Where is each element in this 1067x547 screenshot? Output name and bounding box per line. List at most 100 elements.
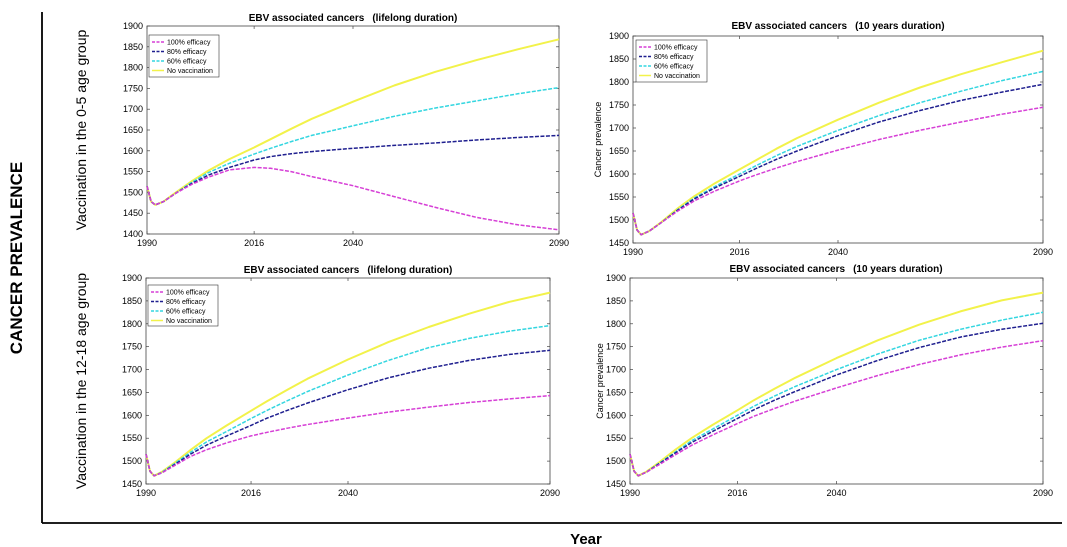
chart-panel-4: EBV associated cancers (10 years duration… [595,264,1053,498]
chart-title-main: EBV associated cancers [249,13,365,24]
chart-title: EBV associated cancers (10 years duration… [731,21,944,32]
y-tick-label: 1850 [122,296,142,306]
series-line-80-efficacy [632,83,1044,236]
plot-area-frame [629,277,1044,485]
x-tick-label: 2016 [244,238,264,248]
legend: 100% efficacy 80% efficacy 60% efficacy No … [147,284,219,327]
chart-title-detail: (lifelong duration) [372,13,457,24]
y-tick-label: 1650 [609,146,629,156]
y-tick-label: 1550 [123,167,143,177]
y-axis-label: Cancer prevalence [595,343,605,419]
series-line-60-efficacy [629,311,1044,477]
y-tick-label: 1850 [606,296,626,306]
y-tick-label: 1900 [123,21,143,31]
series-line-60-efficacy [146,86,560,206]
y-tick-label: 1800 [609,77,629,87]
x-tick-label: 2040 [343,238,363,248]
legend-label: 80% efficacy [654,54,694,61]
legend: 100% efficacy 80% efficacy 60% efficacy No … [148,34,220,78]
legend-label: No vaccination [167,68,213,75]
y-tick-label: 1500 [609,215,629,225]
y-tick-label: 1650 [606,387,626,397]
y-tick-label: 1700 [122,365,142,375]
series-line-80-efficacy [145,349,551,477]
chart-title-main: EBV associated cancers [731,21,847,32]
y-tick-label: 1700 [609,123,629,133]
y-tick-label: 1900 [606,273,626,283]
y-axis-label: Vaccination in the 12-18 age group [73,273,89,489]
legend-label: 100% efficacy [167,40,211,47]
y-tick-label: 1850 [123,42,143,52]
x-tick-label: 1990 [623,247,643,257]
chart-panels: EBV associated cancers (lifelong duration… [73,13,1053,498]
y-tick-label: 1750 [609,100,629,110]
legend-label: 80% efficacy [167,49,207,56]
y-tick-label: 1800 [606,319,626,329]
legend-label: 60% efficacy [654,64,694,71]
y-tick-label: 1450 [123,208,143,218]
chart-panel-3: EBV associated cancers (lifelong duration… [73,265,560,498]
y-tick-label: 1450 [606,479,626,489]
y-tick-label: 1550 [606,433,626,443]
y-tick-label: 1700 [606,365,626,375]
y-tick-label: 1500 [606,456,626,466]
y-tick-label: 1450 [609,238,629,248]
y-tick-label: 1700 [123,104,143,114]
legend-label: 100% efficacy [654,45,698,52]
y-tick-label: 1600 [123,146,143,156]
chart-title: EBV associated cancers (lifelong duration… [249,13,458,24]
x-tick-label: 2040 [828,247,848,257]
legend-box [147,284,219,327]
outer-x-label: Year [570,531,602,547]
y-tick-label: 1650 [123,125,143,135]
x-tick-label: 2016 [727,488,747,498]
series-line-no-vaccination [629,291,1044,477]
x-tick-label: 2016 [730,247,750,257]
y-tick-label: 1850 [609,54,629,64]
y-tick-label: 1750 [606,342,626,352]
y-tick-label: 1600 [122,410,142,420]
y-tick-label: 1650 [122,387,142,397]
chart-panel-1: EBV associated cancers (lifelong duration… [73,13,569,248]
chart-title: EBV associated cancers (10 years duration… [729,264,942,275]
legend-label: 100% efficacy [166,290,210,297]
series-line-80-efficacy [629,322,1044,477]
chart-title-detail: (lifelong duration) [367,265,452,276]
x-tick-label: 2090 [549,238,569,248]
y-tick-label: 1550 [122,433,142,443]
series-line-100-efficacy [629,339,1044,477]
legend-label: 60% efficacy [166,309,206,316]
chart-title-detail: (10 years duration) [853,264,942,275]
chart-title: EBV associated cancers (lifelong duration… [244,265,453,276]
legend-label: No vaccination [654,73,700,80]
y-tick-label: 1400 [123,229,143,239]
y-tick-label: 1800 [123,63,143,73]
y-tick-label: 1750 [122,342,142,352]
series-line-100-efficacy [632,106,1044,236]
y-tick-label: 1500 [122,456,142,466]
chart-title-main: EBV associated cancers [244,265,360,276]
x-tick-label: 2090 [540,488,560,498]
x-tick-label: 2090 [1033,247,1053,257]
x-tick-label: 1990 [136,488,156,498]
chart-title-detail: (10 years duration) [855,21,944,32]
x-tick-label: 2040 [826,488,846,498]
series-line-100-efficacy [146,166,560,231]
y-tick-label: 1750 [123,83,143,93]
y-tick-label: 1900 [609,31,629,41]
x-tick-label: 1990 [137,238,157,248]
outer-y-label: CANCER PREVALENCE [7,162,26,354]
y-tick-label: 1800 [122,319,142,329]
legend-label: No vaccination [166,318,212,325]
y-tick-label: 1500 [123,187,143,197]
y-tick-label: 1550 [609,192,629,202]
y-tick-label: 1900 [122,273,142,283]
legend-label: 60% efficacy [167,59,207,66]
legend-label: 80% efficacy [166,299,206,306]
x-tick-label: 1990 [620,488,640,498]
y-tick-label: 1600 [606,410,626,420]
chart-title-main: EBV associated cancers [729,264,845,275]
x-tick-label: 2016 [241,488,261,498]
x-tick-label: 2090 [1033,488,1053,498]
chart-panel-2: EBV associated cancers (10 years duration… [593,21,1053,257]
